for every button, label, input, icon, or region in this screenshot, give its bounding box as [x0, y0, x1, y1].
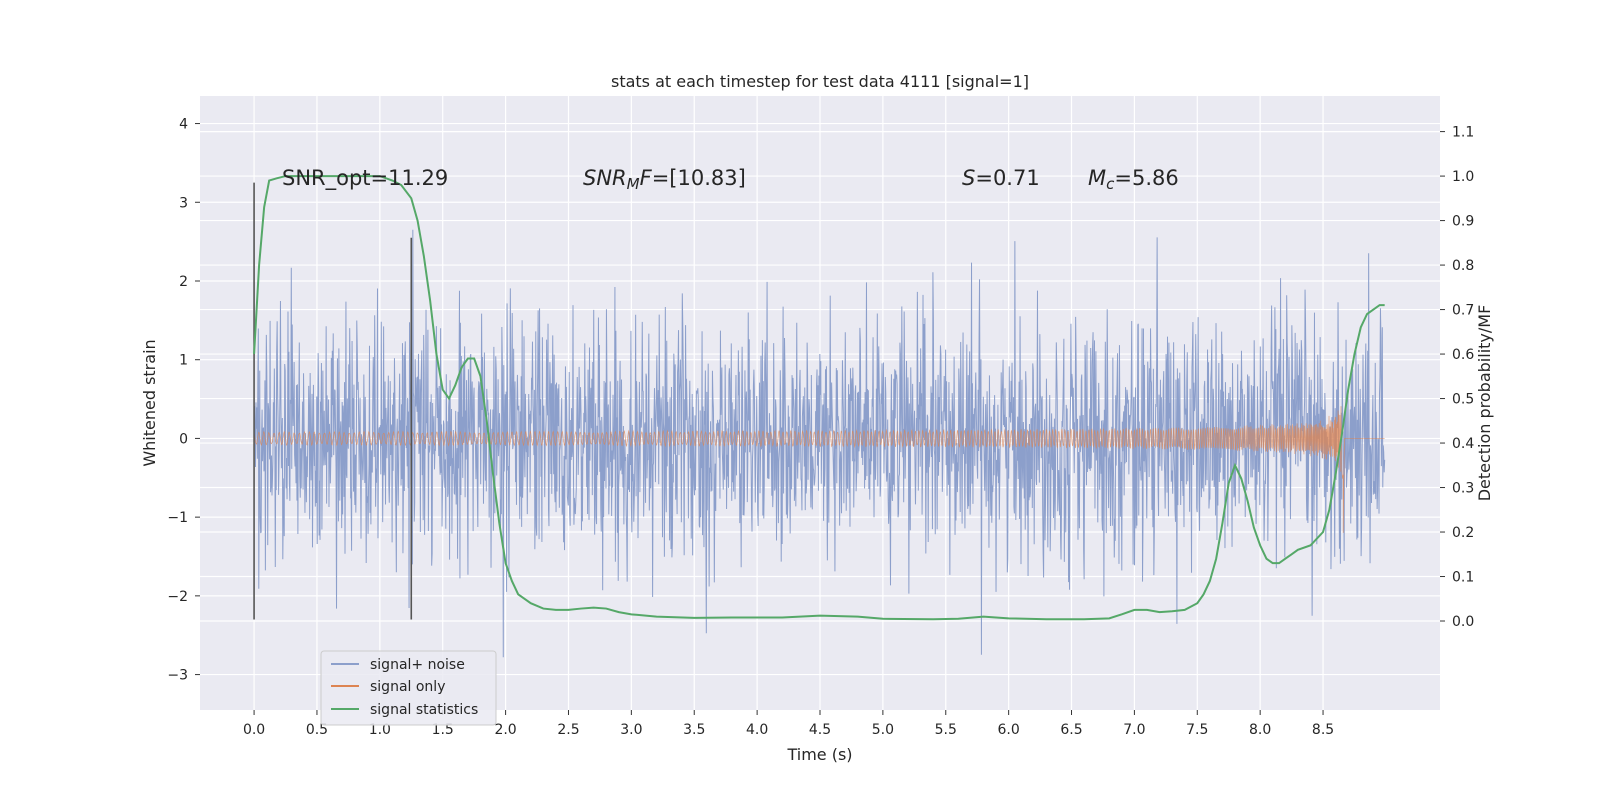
x-tick-label: 8.0 — [1249, 722, 1271, 738]
legend-label-signal-noise: signal+ noise — [370, 657, 465, 673]
annotation-snr-mf-subscript: M — [627, 175, 640, 193]
annotation-mc-value: =5.86 — [1114, 166, 1178, 190]
annotation-mc-subscript: c — [1106, 175, 1115, 193]
x-tick-label: 1.5 — [432, 722, 454, 738]
x-tick-label: 3.5 — [683, 722, 705, 738]
x-tick-label: 4.0 — [746, 722, 768, 738]
y-right-tick-label: 0.1 — [1452, 570, 1474, 586]
y-right-tick-label: 0.8 — [1452, 258, 1474, 274]
y-tick-label: 0 — [179, 431, 188, 447]
annotation-snr-mf-f: F — [640, 166, 653, 190]
annotation-snr-mf: SNRMF=[10.83] — [583, 166, 746, 193]
x-tick-label: 6.5 — [1060, 722, 1082, 738]
x-tick-label: 5.0 — [872, 722, 894, 738]
y-tick-label: 2 — [179, 274, 188, 290]
x-tick-label: 7.0 — [1123, 722, 1145, 738]
x-tick-label: 6.0 — [998, 722, 1020, 738]
y-right-axis-label: Detection probability/MF — [1475, 305, 1494, 502]
annotation-s-symbol: S — [962, 166, 975, 190]
y-tick-label: 3 — [179, 195, 188, 211]
legend-label-signal-statistics: signal statistics — [370, 702, 478, 718]
legend: signal+ noise signal only signal statist… — [320, 650, 497, 726]
x-tick-label: 7.5 — [1186, 722, 1208, 738]
y-right-tick-label: 0.5 — [1452, 392, 1474, 408]
annotation-s-value: =0.71 — [975, 166, 1039, 190]
annotation-mc: Mc=5.86 — [1088, 166, 1179, 193]
y-right-tick-label: 0.7 — [1452, 303, 1474, 319]
annotation-snr-opt: SNR_opt=11.29 — [282, 166, 448, 191]
y-axis-ticks: −3 −2 −1 0 1 2 3 4 — [167, 117, 200, 684]
y-right-axis-ticks: 0.0 0.1 0.2 0.3 0.4 0.5 0.6 0.7 0.8 0.9 1.0 1.1 — [1440, 125, 1474, 630]
y-right-tick-label: 0.9 — [1452, 214, 1474, 230]
x-tick-label: 0.0 — [243, 722, 265, 738]
x-axis-label: Time (s) — [786, 745, 852, 764]
annotation-mc-symbol: M — [1088, 166, 1106, 190]
annotation-snr-mf-symbol: SNR — [583, 166, 627, 190]
legend-box — [320, 650, 497, 726]
annotation-s: S=0.71 — [962, 166, 1040, 190]
y-tick-label: 1 — [179, 353, 188, 369]
x-tick-label: 5.5 — [935, 722, 957, 738]
y-right-tick-label: 1.1 — [1452, 125, 1474, 141]
y-right-tick-label: 0.0 — [1452, 614, 1474, 630]
x-tick-label: 8.5 — [1312, 722, 1334, 738]
y-right-tick-label: 1.0 — [1452, 169, 1474, 185]
annotation-snr-mf-value: =[10.83] — [652, 166, 746, 190]
plot-series — [253, 175, 1386, 658]
legend-label-signal-only: signal only — [370, 679, 445, 695]
y-axis-label: Whitened strain — [140, 339, 159, 466]
x-tick-label: 2.5 — [557, 722, 579, 738]
y-right-tick-label: 0.3 — [1452, 481, 1474, 497]
x-tick-label: 1.0 — [369, 722, 391, 738]
y-right-tick-label: 0.4 — [1452, 436, 1474, 452]
y-tick-label: 4 — [179, 117, 188, 133]
x-tick-label: 0.5 — [306, 722, 328, 738]
y-tick-label: −1 — [167, 510, 188, 526]
chart-title: stats at each timestep for test data 411… — [611, 72, 1029, 91]
series-signal-only — [253, 406, 1385, 533]
x-tick-label: 3.0 — [620, 722, 642, 738]
series-signal-statistics — [253, 175, 1385, 621]
x-tick-label: 2.0 — [494, 722, 516, 738]
x-axis-ticks: 0.0 0.5 1.0 1.5 2.0 2.5 3.0 3.5 4.0 4.5 5.0 5.5 6.0 6… — [243, 710, 1334, 738]
y-right-tick-label: 0.2 — [1452, 525, 1474, 541]
y-right-tick-label: 0.6 — [1452, 347, 1474, 363]
series-signal-noise — [253, 229, 1386, 658]
x-tick-label: 4.5 — [809, 722, 831, 738]
y-tick-label: −3 — [167, 668, 188, 684]
y-tick-label: −2 — [167, 589, 188, 605]
